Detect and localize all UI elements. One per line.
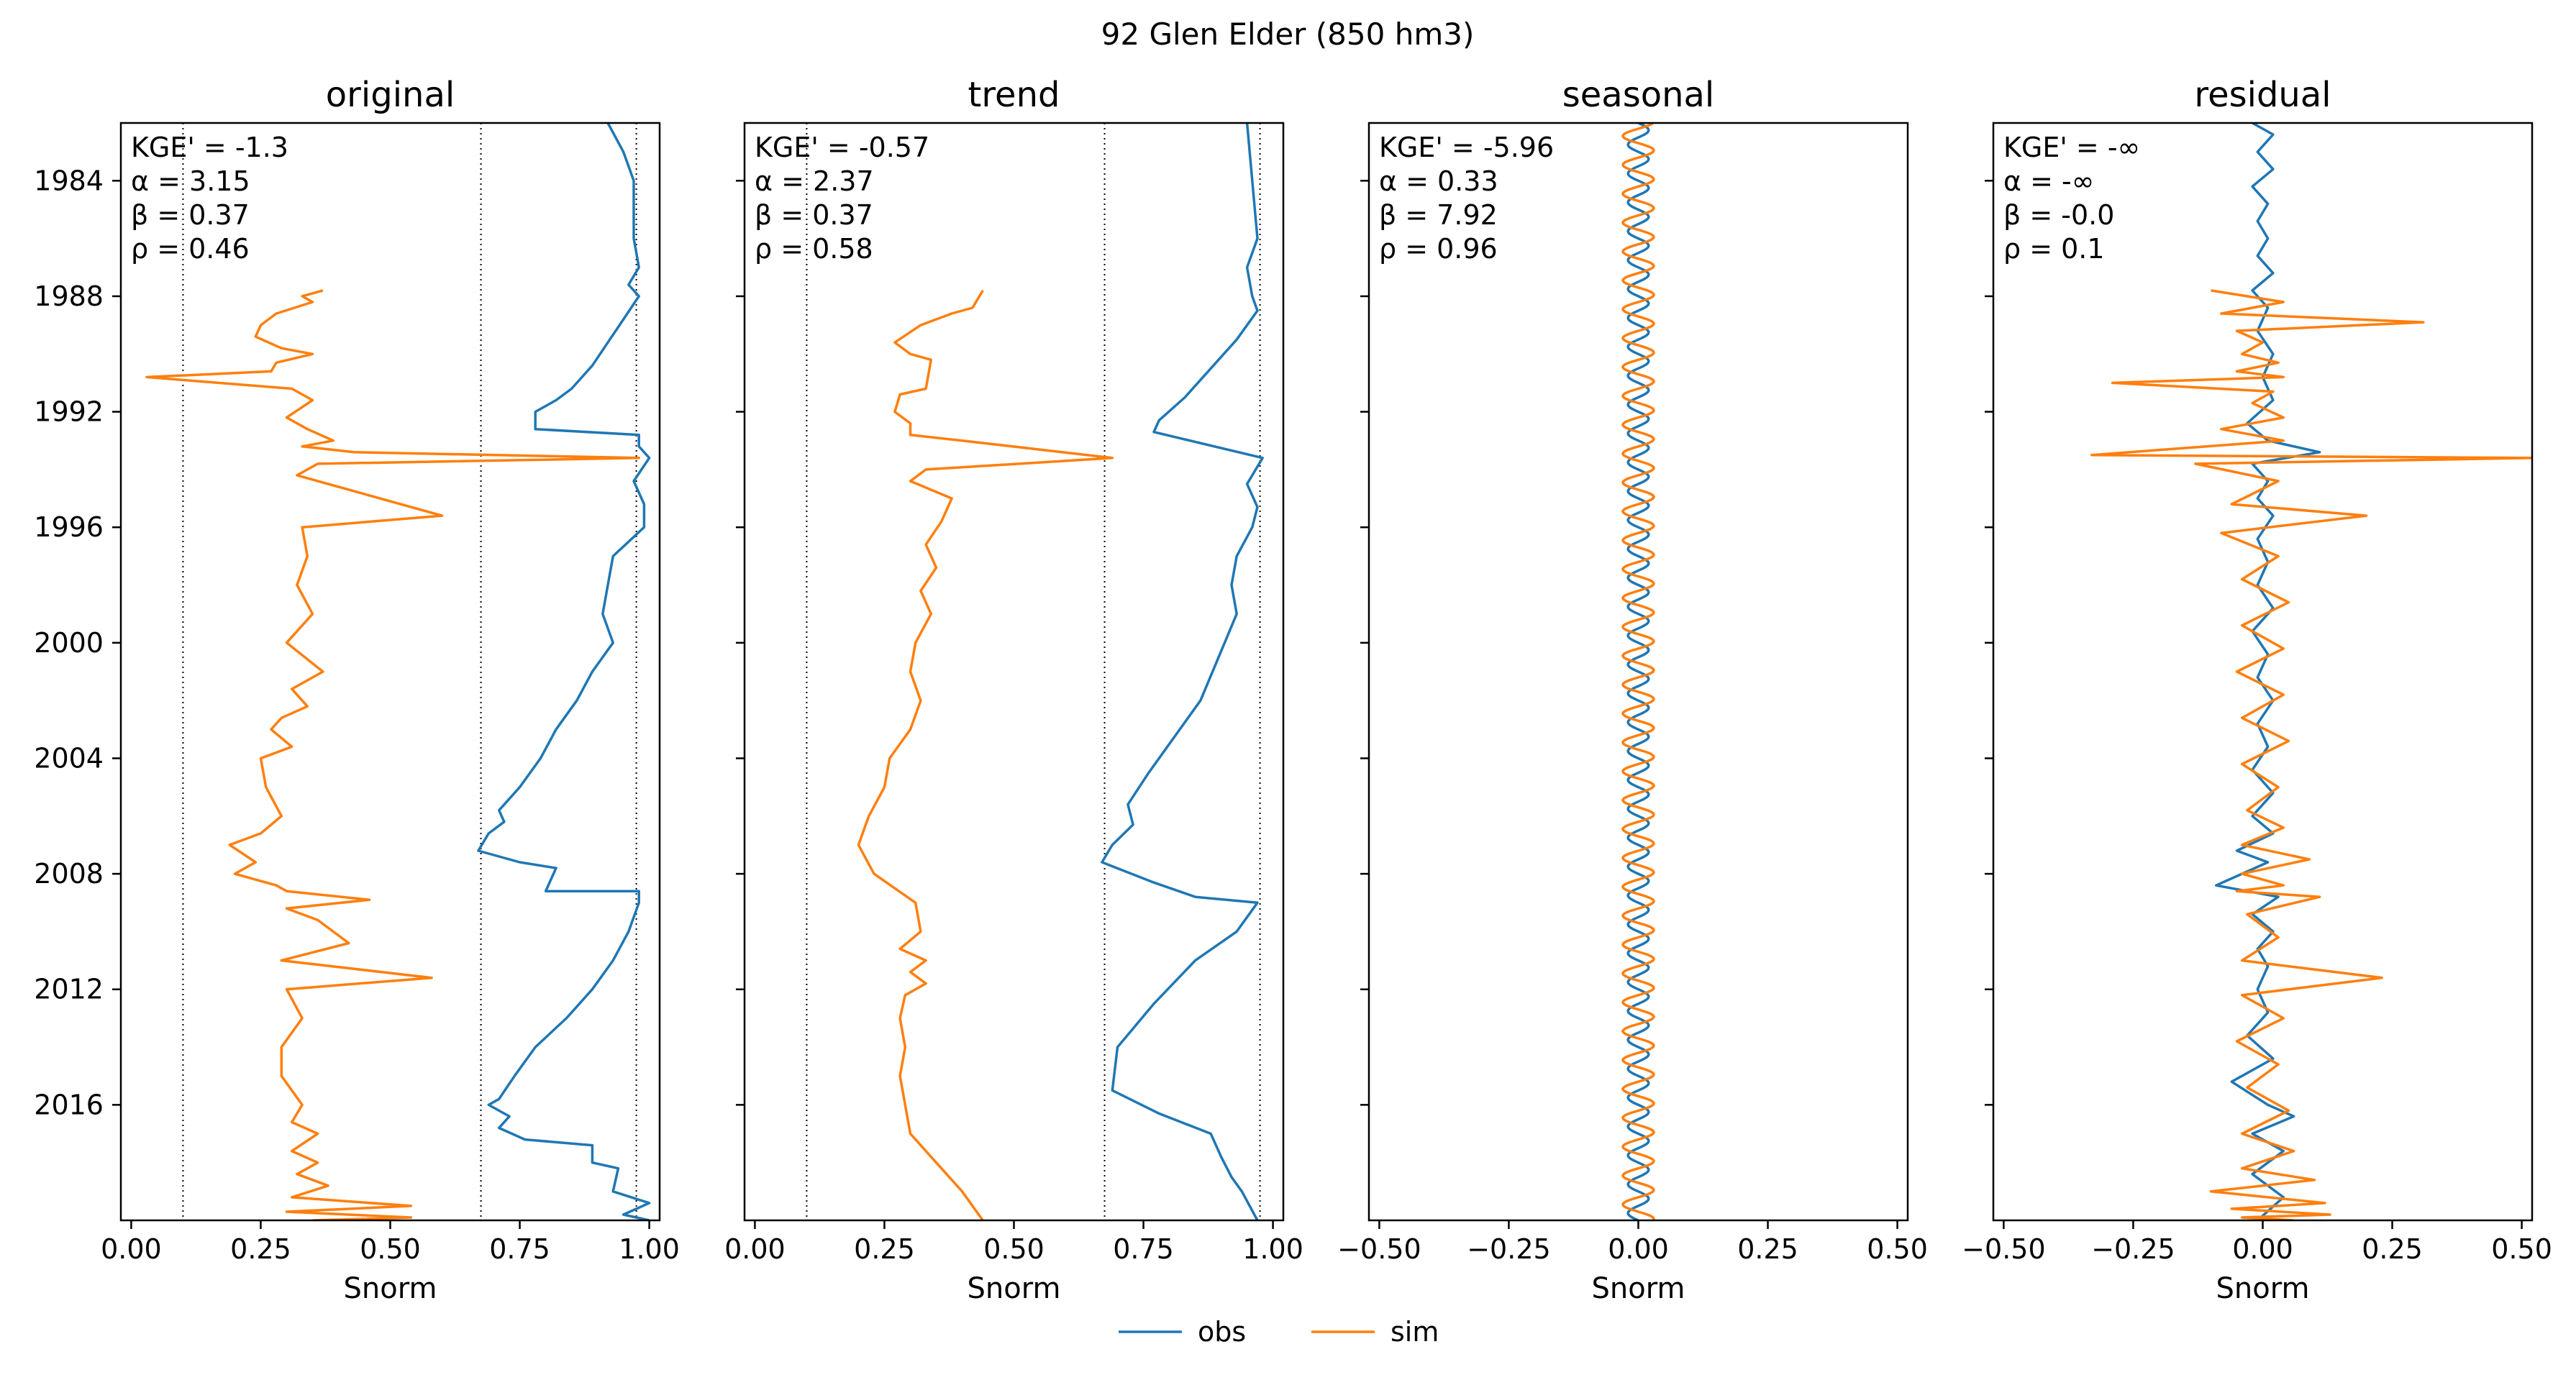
x-tick-label: 0.00 [724,1233,786,1265]
y-tick-label: 1992 [34,396,104,428]
x-axis-label: Snorm [344,1272,437,1305]
panel-seasonal: seasonal −0.50 −0.25 0.00 0.25 0.50 Snorm KGE' … [1337,75,1928,1305]
panel-title: seasonal [1562,75,1715,115]
x-tick-label: 0.75 [489,1233,550,1265]
y-tick-label: 1996 [34,511,104,543]
y-tick-label: 2012 [34,974,104,1005]
series-line-obs [477,123,651,1220]
y-tick-label: 2004 [34,742,104,774]
stat-annotation: β = 0.37 [755,199,873,231]
x-tick-label: 0.00 [2232,1233,2293,1265]
axes-frame [119,122,661,1222]
stat-annotation: ρ = 0.1 [2003,233,2105,265]
legend: obs sim [1119,1316,1439,1348]
series-line-sim [1621,123,1655,1220]
x-tick-label: 0.00 [101,1233,162,1265]
x-axis-label: Snorm [2216,1272,2310,1305]
panel-trend: trend 0.00 0.25 0.50 0.75 1.00 Snorm KGE' = -0.… [724,75,1303,1305]
series-line-obs [2214,123,2321,1220]
y-tick-label: 1984 [34,165,104,196]
stat-annotation: β = 7.92 [1379,199,1498,231]
x-tick-label: 0.25 [230,1233,291,1265]
figure-title: 92 Glen Elder (850 hm3) [1101,17,1475,52]
stat-annotation: KGE' = -5.96 [1379,132,1554,163]
axes-frame [743,122,1285,1222]
stat-annotation: KGE' = -0.57 [755,132,929,163]
x-tick-label: 0.25 [854,1233,915,1265]
panel-title: trend [968,75,1060,115]
x-axis-label: Snorm [968,1272,1061,1305]
stat-annotation: β = -0.0 [2003,199,2114,231]
x-tick-label: −0.25 [2091,1233,2175,1265]
legend-label-obs: obs [1198,1316,1246,1348]
panel-residual: residual −0.50 −0.25 0.00 0.25 0.50 Snorm KGE' … [1962,75,2552,1305]
x-tick-label: 0.50 [2491,1233,2552,1265]
stat-annotation: α = -∞ [2003,165,2094,197]
x-tick-label: 0.50 [1867,1233,1928,1265]
stat-annotation: α = 3.15 [131,165,250,197]
x-tick-label: 1.00 [619,1233,680,1265]
x-tick-label: 0.50 [360,1233,421,1265]
series-line-sim [857,290,1114,1220]
y-tick-label: 2008 [34,858,104,890]
x-tick-label: −0.50 [1337,1233,1421,1265]
stat-annotation: α = 2.37 [755,165,874,197]
x-tick-label: 1.00 [1242,1233,1303,1265]
x-tick-label: −0.25 [1467,1233,1550,1265]
panel-original: original 0.00 0.25 0.50 0.75 1.00 Snorm 1984 198… [34,75,680,1305]
series-line-sim [2090,289,2532,1220]
x-tick-label: −0.50 [1962,1233,2045,1265]
y-tick-label: 2016 [34,1089,104,1120]
legend-label-sim: sim [1391,1316,1439,1348]
x-axis-label: Snorm [1592,1272,1685,1305]
x-tick-label: 0.50 [983,1233,1044,1265]
series-line-obs [1101,123,1264,1220]
x-tick-label: 0.00 [1608,1233,1669,1265]
stat-annotation: KGE' = -1.3 [131,132,288,163]
series-line-obs [1626,123,1650,1220]
y-tick-label: 2000 [34,627,104,659]
panel-title: residual [2194,75,2331,115]
stat-annotation: β = 0.37 [131,199,250,231]
x-tick-label: 0.25 [2362,1233,2423,1265]
x-tick-label: 0.75 [1113,1233,1174,1265]
stat-annotation: ρ = 0.96 [1379,233,1498,265]
series-line-sim [145,289,640,1220]
y-tick-label: 1988 [34,280,104,312]
stat-annotation: ρ = 0.58 [755,233,873,265]
stat-annotation: α = 0.33 [1379,165,1498,197]
stat-annotation: ρ = 0.46 [131,233,250,265]
panel-title: original [326,75,455,115]
x-tick-label: 0.25 [1737,1233,1798,1265]
stat-annotation: KGE' = -∞ [2003,132,2140,163]
